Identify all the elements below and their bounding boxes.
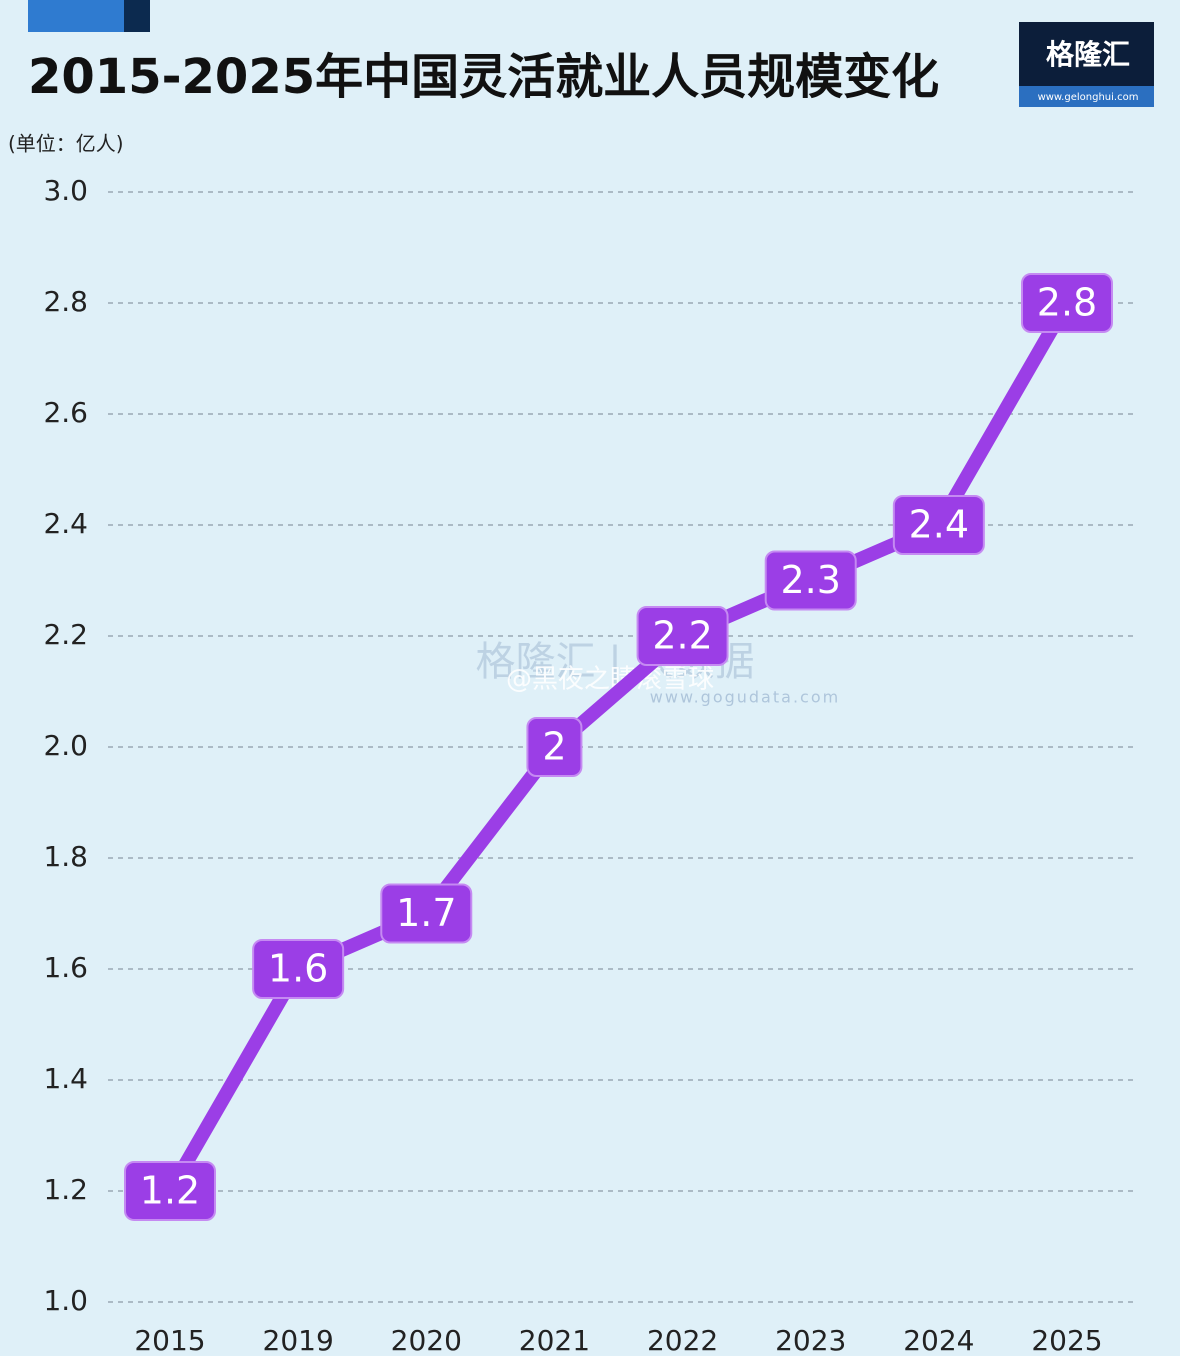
y-tick-label: 2.6 (43, 396, 88, 429)
decor-bar (124, 0, 150, 32)
data-label: 1.6 (268, 947, 328, 991)
data-label: 2.2 (652, 614, 712, 658)
y-tick-label: 1.4 (43, 1062, 88, 1095)
logo-strip (1019, 86, 1154, 107)
y-tick-label: 1.2 (43, 1173, 88, 1206)
data-label: 2 (542, 725, 566, 769)
watermark: www.gogudata.com (650, 688, 840, 707)
y-tick-label: 2.2 (43, 618, 88, 651)
watermark: @黑夜之睛滚雪球 (506, 665, 714, 695)
label-box (892, 495, 985, 555)
y-tick-label: 1.6 (43, 951, 88, 984)
y-tick-label: 2.4 (43, 507, 88, 540)
x-tick-label: 2024 (903, 1324, 974, 1352)
unit-label: (单位：亿人) (8, 132, 124, 156)
label-box (1021, 273, 1113, 333)
x-tick-label: 2021 (519, 1324, 590, 1352)
x-tick-label: 2015 (134, 1324, 205, 1352)
label-box (252, 939, 345, 999)
logo-name: 格隆汇 (1046, 38, 1130, 71)
label-box (636, 606, 729, 666)
y-tick-label: 2.0 (43, 729, 88, 762)
chart-title: 2015-2025年中国灵活就业人员规模变化 (28, 49, 939, 105)
x-tick-label: 2025 (1031, 1324, 1102, 1352)
data-label: 1.7 (396, 891, 456, 935)
label-box (380, 883, 473, 944)
decor-bar (28, 0, 124, 32)
y-tick-label: 1.0 (43, 1284, 88, 1317)
data-label: 2.4 (909, 503, 969, 547)
label-box (764, 550, 857, 611)
data-label: 1.2 (140, 1169, 200, 1213)
logo-url: www.gelonghui.com (1038, 92, 1139, 103)
x-tick-label: 2022 (647, 1324, 718, 1352)
label-box (124, 1161, 216, 1221)
y-tick-label: 3.0 (43, 174, 88, 207)
y-tick-label: 2.8 (43, 285, 88, 318)
x-tick-label: 2020 (391, 1324, 462, 1352)
x-tick-label: 2019 (263, 1324, 334, 1352)
data-label: 2.8 (1037, 281, 1097, 325)
y-tick-label: 1.8 (43, 840, 88, 873)
data-label: 2.3 (780, 558, 840, 602)
x-tick-label: 2023 (775, 1324, 846, 1352)
label-box (526, 717, 583, 777)
